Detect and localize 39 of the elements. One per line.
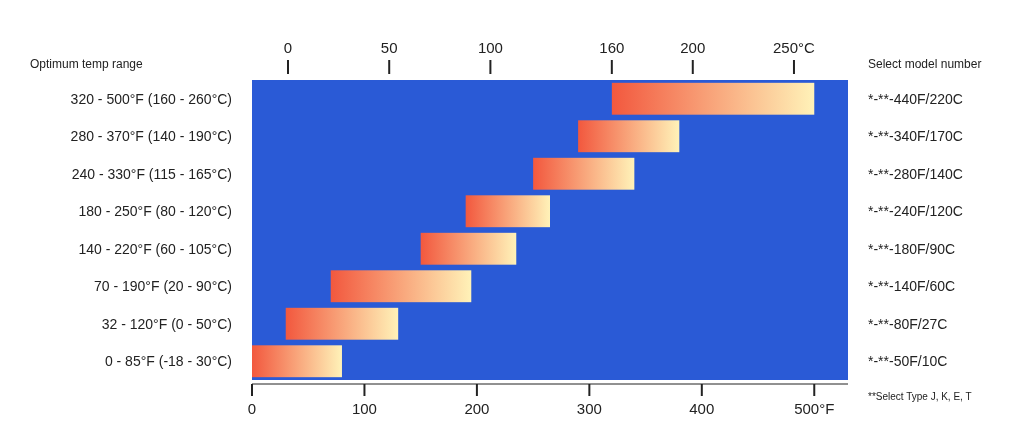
x2-tick-label: 50 bbox=[380, 39, 398, 56]
y-tick-label: 240 - 330°F (115 - 165°C) bbox=[71, 165, 232, 182]
x-tick-label: 400 bbox=[689, 400, 715, 417]
y-axis-title: Optimum temp range bbox=[30, 57, 144, 71]
text: *-**-280F/140C bbox=[868, 165, 963, 182]
x2-tick-label: 250°C bbox=[773, 39, 816, 56]
bar bbox=[420, 232, 517, 265]
y-tick-label: 0 - 85°F (-18 - 30°C) bbox=[104, 353, 232, 370]
text: *-**-440F/220C bbox=[868, 90, 963, 107]
y-tick-label: 70 - 190°F (20 - 90°C) bbox=[93, 278, 232, 295]
y-tick-label: 180 - 250°F (80 - 120°C) bbox=[78, 203, 232, 220]
x2-tick-label: 100 bbox=[477, 39, 503, 56]
x-tick-label: 300 bbox=[576, 400, 602, 417]
text: Select model number bbox=[868, 57, 982, 71]
text: *-**-50F/10C bbox=[868, 353, 948, 370]
text: *-**-80F/27C bbox=[868, 315, 948, 332]
x-tick-label: 100 bbox=[351, 400, 377, 417]
x-tick-label: 500°F bbox=[794, 400, 835, 417]
text: **Select Type J, K, E, T bbox=[868, 391, 972, 402]
bar bbox=[330, 270, 472, 303]
y-tick-label: 280 - 370°F (140 - 190°C) bbox=[70, 128, 232, 145]
bar bbox=[252, 345, 342, 378]
y-tick-label: 140 - 220°F (60 - 105°C) bbox=[78, 240, 232, 257]
x2-tick-label: 0 bbox=[283, 39, 293, 56]
y-tick-label: 320 - 500°F (160 - 260°C) bbox=[70, 90, 232, 107]
bar bbox=[533, 157, 635, 190]
x-tick-label: 0 bbox=[247, 400, 257, 417]
x-tick-label: 200 bbox=[464, 400, 490, 417]
bar bbox=[611, 82, 815, 115]
x2-tick-label: 160 bbox=[599, 39, 625, 56]
text: *-**-340F/170C bbox=[868, 128, 963, 145]
bar bbox=[578, 120, 680, 153]
x2-tick-label: 200 bbox=[680, 39, 706, 56]
text: *-**-180F/90C bbox=[868, 240, 956, 257]
bar bbox=[465, 195, 550, 228]
bar bbox=[285, 307, 399, 340]
text: *-**-140F/60C bbox=[868, 278, 956, 295]
text: *-**-240F/120C bbox=[868, 203, 963, 220]
y-tick-label: 32 - 120°F (0 - 50°C) bbox=[101, 315, 232, 332]
